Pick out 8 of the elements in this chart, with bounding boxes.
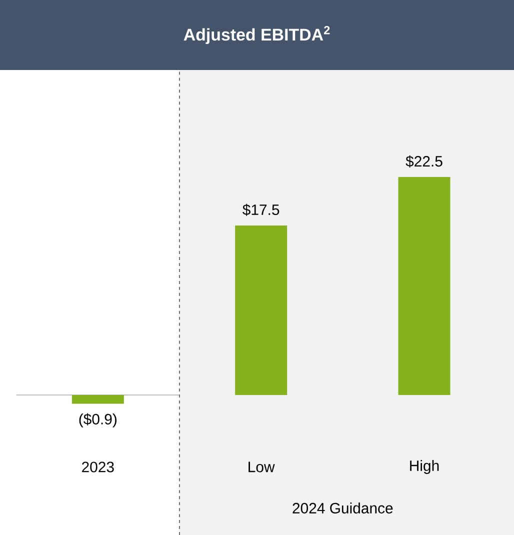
x-tick-label: Low: [248, 462, 275, 472]
x-tick-label: 2023: [82, 462, 114, 472]
data-label: $17.5: [242, 204, 280, 216]
data-label: ($0.9): [79, 413, 116, 428]
chart-title: Adjusted EBITDA$^{2}$: [184, 26, 330, 44]
x-tick-label: High: [410, 460, 439, 474]
data-label: $22.5: [406, 155, 442, 168]
band-label: 2024 Guidance: [292, 502, 393, 514]
